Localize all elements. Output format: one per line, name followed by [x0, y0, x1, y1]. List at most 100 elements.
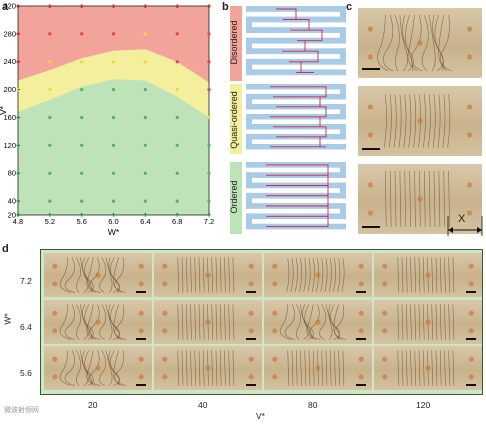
- scale-bar: [362, 68, 380, 70]
- photo-quasi-ordered: [358, 86, 482, 156]
- filament-line: [312, 350, 315, 386]
- data-point-disordered: [207, 32, 211, 36]
- filament-line: [202, 303, 205, 340]
- filament-line: [84, 350, 93, 386]
- data-point-ordered: [143, 143, 147, 147]
- filament-line: [325, 350, 328, 386]
- pin-dot: [162, 281, 168, 287]
- data-point-quasi-ordered: [207, 115, 211, 120]
- data-point-ordered: [175, 199, 179, 203]
- filament-line: [84, 303, 93, 340]
- filament-line: [448, 170, 450, 228]
- filament-line: [177, 303, 180, 340]
- pin-dot: [52, 327, 58, 333]
- filament-line: [304, 350, 307, 386]
- disordered-text: Disordered: [229, 20, 239, 65]
- y-tick-label: 240: [3, 57, 16, 66]
- filament-line: [431, 257, 434, 293]
- filament-line: [80, 350, 89, 386]
- filament-line: [399, 14, 408, 72]
- x-tick-label: 6.4: [140, 217, 150, 226]
- col-label-120: 120: [416, 400, 431, 410]
- x-tick-label: 5.2: [45, 217, 55, 226]
- filament-line: [75, 350, 81, 386]
- pin-dot: [205, 272, 211, 278]
- grid-photo: [154, 253, 262, 297]
- y-tick-label: 120: [3, 141, 16, 150]
- filament-line: [228, 303, 230, 340]
- filament-line: [80, 257, 89, 293]
- filament-line: [431, 303, 434, 340]
- photo-lines: [52, 350, 144, 386]
- filament-line: [291, 350, 294, 386]
- filament-line: [84, 257, 93, 293]
- filament-line: [110, 303, 120, 340]
- filament-line: [448, 257, 450, 293]
- data-point-ordered: [48, 115, 52, 120]
- filament-line: [397, 257, 400, 293]
- filament-line: [428, 170, 431, 228]
- filament-line: [110, 257, 120, 293]
- data-point-ordered: [207, 143, 211, 147]
- filament-line: [418, 303, 421, 340]
- data-point-ordered: [143, 171, 147, 175]
- channel-bend: [246, 172, 252, 189]
- pin-dot: [367, 26, 373, 32]
- filament-line: [279, 303, 291, 340]
- pin-dot: [162, 263, 168, 269]
- filament-line: [105, 350, 113, 386]
- filament-line: [110, 350, 120, 386]
- data-point-quasi-ordered: [48, 88, 52, 92]
- filament-line: [75, 257, 81, 293]
- filament-line: [89, 257, 101, 293]
- channel-bend: [340, 48, 346, 65]
- filament-line: [382, 14, 394, 72]
- filament-line: [444, 350, 446, 386]
- pin-dot: [358, 263, 364, 269]
- filament-line: [80, 303, 89, 340]
- grid-photo: [264, 253, 372, 297]
- pin-dot: [52, 374, 58, 380]
- filament-line: [300, 350, 302, 386]
- pin-dot: [468, 356, 474, 362]
- photo-ordered: [358, 164, 482, 234]
- pin-dot: [315, 318, 321, 325]
- pin-dot: [95, 272, 101, 278]
- filament-line: [422, 94, 426, 148]
- filament-line: [410, 257, 412, 293]
- filament-line: [383, 94, 387, 148]
- filament-line: [422, 257, 425, 293]
- filament-line: [86, 257, 97, 293]
- data-point-ordered: [48, 199, 52, 203]
- filament-line: [190, 257, 192, 293]
- filament-line: [447, 94, 451, 148]
- filament-line: [99, 350, 107, 386]
- photo-lines: [272, 303, 364, 340]
- pin-dot: [467, 54, 473, 60]
- channel-bend: [340, 182, 346, 199]
- photo-lines: [272, 350, 364, 386]
- filament-line: [198, 257, 201, 293]
- filament-line: [295, 350, 298, 386]
- channel-bend: [246, 213, 252, 230]
- filament-line: [113, 350, 122, 386]
- data-point-ordered: [175, 143, 179, 147]
- pin-dot: [248, 263, 254, 269]
- filament-line: [443, 170, 446, 228]
- pin-dot: [205, 365, 211, 371]
- filament-line: [433, 170, 436, 228]
- pin-dot: [425, 272, 431, 278]
- pin-dot: [315, 272, 321, 278]
- filament-line: [334, 350, 336, 386]
- pin-dot: [417, 196, 423, 202]
- filament-line: [422, 350, 425, 386]
- filament-line: [202, 257, 205, 293]
- channel-bend: [340, 104, 346, 120]
- filament-line: [232, 257, 235, 293]
- label-quasi-ordered: [230, 84, 242, 154]
- pin-dot: [358, 310, 364, 316]
- pin-dot: [467, 182, 473, 188]
- filament-line: [194, 303, 197, 340]
- y-axis-label: V*: [0, 105, 8, 115]
- x-marker-label: X: [458, 213, 466, 225]
